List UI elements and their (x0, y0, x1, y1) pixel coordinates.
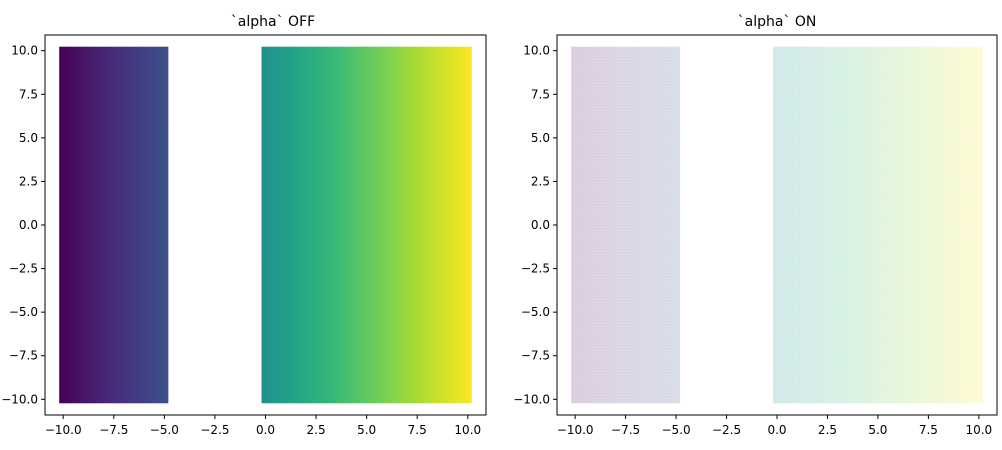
plot-area (571, 46, 983, 404)
x-tick-label: 2.5 (818, 423, 837, 437)
x-tick-label: −7.5 (611, 423, 640, 437)
chart-title: `alpha` OFF (231, 14, 315, 30)
x-tick-label: 7.5 (919, 423, 938, 437)
y-tick-label: −5.0 (521, 305, 550, 319)
y-tick-label: 0.0 (531, 218, 550, 232)
x-tick-label: −5.0 (150, 423, 179, 437)
y-tick-label: 5.0 (19, 131, 38, 145)
scatter-panel-alpha-on: `alpha` ON −10.0 −7.5 −5.0 −2.5 0.0 2.5 5.0 7.5… (513, 14, 998, 437)
x-tick-label: 10.0 (965, 423, 992, 437)
y-tick-label: −2.5 (9, 262, 38, 276)
plot-area (59, 46, 472, 404)
x-tick-label: 0.0 (256, 423, 275, 437)
x-tick-label: −5.0 (662, 423, 691, 437)
x-tick-label: 0.0 (767, 423, 786, 437)
scatter-panel-alpha-off: `alpha` OFF −10.0 −7.5 −5.0 −2.5 0.0 2.5 5.0 7.… (1, 14, 487, 437)
x-tick-label: 10.0 (454, 423, 481, 437)
y-tick-label: 10.0 (523, 44, 550, 58)
x-tick-label: −10.0 (45, 423, 82, 437)
y-tick-label: 2.5 (19, 174, 38, 188)
x-tick-label: 5.0 (357, 423, 376, 437)
x-tick-label: 5.0 (868, 423, 887, 437)
y-tick-label: 7.5 (19, 87, 38, 101)
x-tick-label: −10.0 (557, 423, 594, 437)
x-axis: −10.0 −7.5 −5.0 −2.5 0.0 2.5 5.0 7.5 10.0 (557, 415, 992, 437)
y-tick-label: 2.5 (531, 174, 550, 188)
y-tick-label: −2.5 (521, 262, 550, 276)
x-tick-label: −2.5 (712, 423, 741, 437)
y-tick-label: 0.0 (19, 218, 38, 232)
scatter-points-series-1 (59, 46, 169, 404)
x-tick-label: −2.5 (200, 423, 229, 437)
scatter-points-series-2 (261, 46, 472, 404)
y-tick-label: 10.0 (11, 44, 38, 58)
y-tick-label: −10.0 (1, 392, 38, 406)
x-axis: −10.0 −7.5 −5.0 −2.5 0.0 2.5 5.0 7.5 10.0 (45, 415, 481, 437)
y-axis: −10.0 −7.5 −5.0 −2.5 0.0 2.5 5.0 7.5 10.0 (1, 44, 45, 406)
y-tick-label: −7.5 (9, 349, 38, 363)
y-tick-label: −10.0 (513, 392, 550, 406)
x-tick-label: 7.5 (408, 423, 427, 437)
x-tick-label: −7.5 (99, 423, 128, 437)
y-axis: −10.0 −7.5 −5.0 −2.5 0.0 2.5 5.0 7.5 10.0 (513, 44, 557, 406)
chart-title: `alpha` ON (738, 14, 817, 30)
y-tick-label: 7.5 (531, 87, 550, 101)
x-tick-label: 2.5 (307, 423, 326, 437)
y-tick-label: 5.0 (531, 131, 550, 145)
scatter-points-texture (571, 46, 681, 404)
y-tick-label: −5.0 (9, 305, 38, 319)
y-tick-label: −7.5 (521, 349, 550, 363)
scatter-points-texture (773, 46, 983, 404)
